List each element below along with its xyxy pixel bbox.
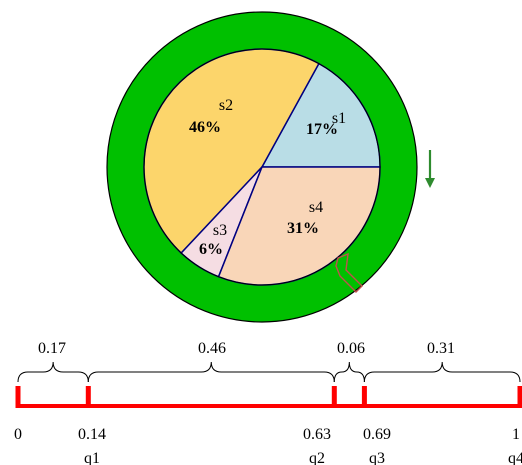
segment-label-3: 0.06 (337, 340, 365, 357)
pie-slices (143, 48, 381, 286)
segment-brace-4 (363, 361, 521, 383)
tick-label-q2: 0.63 (303, 426, 331, 443)
tick-labels: 0 0.14 0.63 0.69 1 q1 q2 q3 q4 (14, 426, 522, 465)
up-arrow-icon (335, 252, 363, 293)
segment-brace-3 (333, 361, 365, 383)
slice-percent-s2: 46% (189, 119, 221, 136)
tick-name-q2: q2 (309, 450, 325, 465)
tick-name-q3: q3 (369, 450, 385, 465)
tick-mark-start (15, 386, 21, 408)
down-arrow-icon (425, 150, 435, 188)
tick-name-q1: q1 (84, 450, 100, 465)
tick-label-0: 0 (14, 426, 22, 443)
tick-mark-q4 (517, 386, 522, 408)
slice-percent-s4: 31% (287, 220, 319, 237)
tick-mark-q1 (85, 386, 91, 408)
slice-percent-s3: 6% (199, 241, 223, 258)
pie-border (143, 48, 381, 286)
tick-mark-q3 (361, 386, 367, 408)
segment-brace-2 (87, 361, 335, 383)
number-line-ticks (15, 386, 522, 408)
segment-labels: 0.17 0.46 0.06 0.31 (38, 340, 455, 357)
slice-name-s2: s2 (219, 97, 233, 114)
slice-name-s1: s1 (332, 110, 346, 127)
segment-label-1: 0.17 (38, 340, 66, 357)
tick-name-q4: q4 (508, 450, 522, 465)
slice-percent-s1: 17% (306, 121, 338, 138)
tick-label-q1: 0.14 (78, 426, 106, 443)
segment-brace-1 (17, 361, 89, 383)
segment-label-4: 0.31 (427, 340, 455, 357)
pie-slice-labels: s1 17% s2 46% s3 6% s4 31% (189, 97, 346, 258)
tick-label-q4: 1 (512, 426, 520, 443)
slice-name-s3: s3 (213, 222, 227, 239)
tick-mark-q2 (331, 386, 337, 408)
segment-braces (17, 361, 521, 383)
tick-label-q3: 0.69 (363, 426, 391, 443)
segment-label-2: 0.46 (198, 340, 226, 357)
slice-name-s4: s4 (309, 199, 323, 216)
